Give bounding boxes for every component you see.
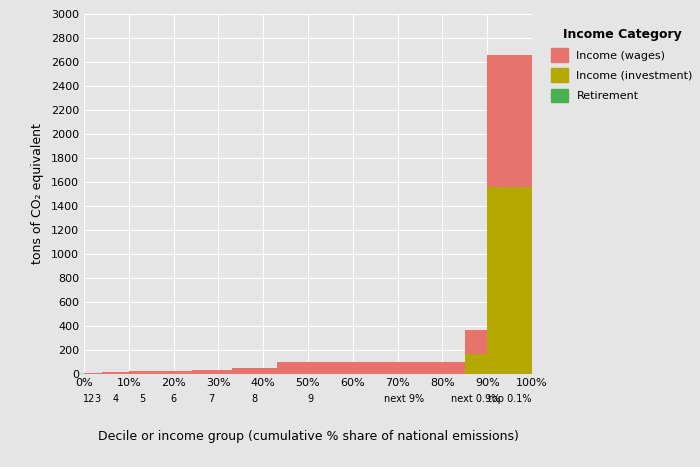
Bar — [276, 361, 344, 374]
Bar — [155, 371, 192, 374]
Bar — [465, 330, 487, 354]
Bar — [192, 370, 232, 374]
Text: 4: 4 — [112, 395, 118, 404]
Bar — [232, 368, 276, 374]
Text: next 0.9%: next 0.9% — [452, 395, 500, 404]
Bar — [487, 55, 532, 187]
Text: 8: 8 — [251, 395, 258, 404]
Y-axis label: tons of CO₂ equivalent: tons of CO₂ equivalent — [31, 123, 44, 264]
Text: 6: 6 — [171, 395, 176, 404]
Bar — [344, 361, 465, 374]
Text: 2: 2 — [88, 395, 94, 404]
Text: 3: 3 — [94, 395, 101, 404]
Text: 9: 9 — [307, 395, 314, 404]
Bar — [487, 187, 532, 374]
Text: 5: 5 — [139, 395, 146, 404]
Bar — [465, 354, 487, 374]
Text: 7: 7 — [209, 395, 215, 404]
Text: top 0.1%: top 0.1% — [488, 395, 531, 404]
Bar — [102, 372, 129, 374]
Bar — [93, 373, 102, 374]
X-axis label: Decile or income group (cumulative % share of national emissions): Decile or income group (cumulative % sha… — [97, 430, 519, 443]
Bar — [88, 373, 93, 374]
Legend: Income (wages), Income (investment), Retirement: Income (wages), Income (investment), Ret… — [542, 20, 700, 111]
Text: 1: 1 — [83, 395, 90, 404]
Text: next 9%: next 9% — [384, 395, 424, 404]
Bar — [129, 371, 155, 374]
